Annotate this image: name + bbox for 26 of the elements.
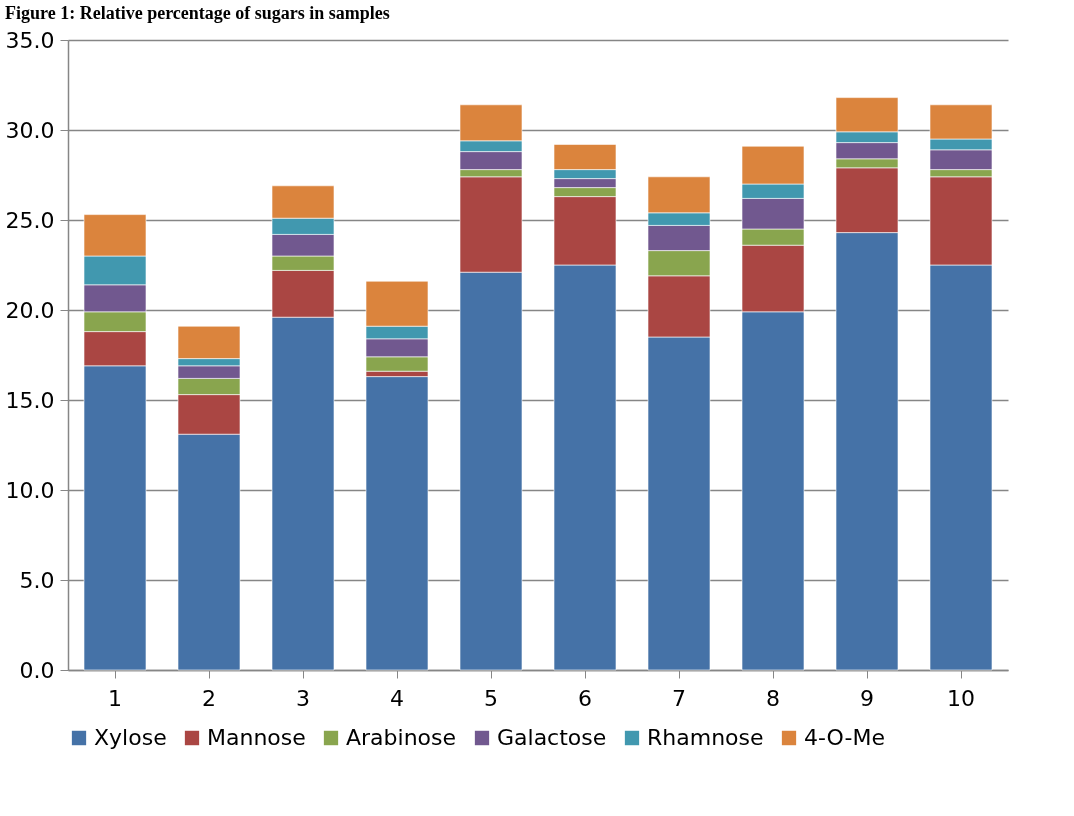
x-tick-label: 6 — [578, 685, 592, 711]
x-tick-label: 5 — [484, 685, 498, 711]
legend-label: Xylose — [94, 725, 167, 750]
y-tick-label: 35.0 — [5, 27, 55, 53]
x-tick-label: 2 — [202, 685, 216, 711]
x-tick-label: 7 — [672, 685, 686, 711]
y-tick-label: 30.0 — [5, 117, 55, 143]
x-tick-label: 8 — [766, 685, 780, 711]
legend-label: Rhamnose — [647, 725, 764, 750]
y-tick-label: 5.0 — [19, 567, 55, 593]
y-tick-label: 15.0 — [5, 387, 55, 413]
x-tick-label: 3 — [296, 685, 310, 711]
x-tick-label: 9 — [860, 685, 874, 711]
legend-label: 4-O-Me — [804, 725, 885, 750]
x-tick-label: 10 — [947, 685, 975, 711]
x-tick-label: 4 — [390, 685, 404, 711]
y-tick-label: 20.0 — [5, 297, 55, 323]
y-tick-label: 0.0 — [19, 657, 55, 683]
y-tick-label: 25.0 — [5, 207, 55, 233]
bar — [365, 376, 429, 671]
legend-label: Galactose — [497, 725, 607, 750]
chart-title: Figure 1: Relative percentage of sugars in samples — [5, 3, 390, 23]
y-tick-label: 10.0 — [5, 477, 55, 503]
legend-label: Arabinose — [346, 725, 457, 750]
x-tick-label: 1 — [108, 685, 122, 711]
legend-label: Mannose — [207, 725, 306, 750]
